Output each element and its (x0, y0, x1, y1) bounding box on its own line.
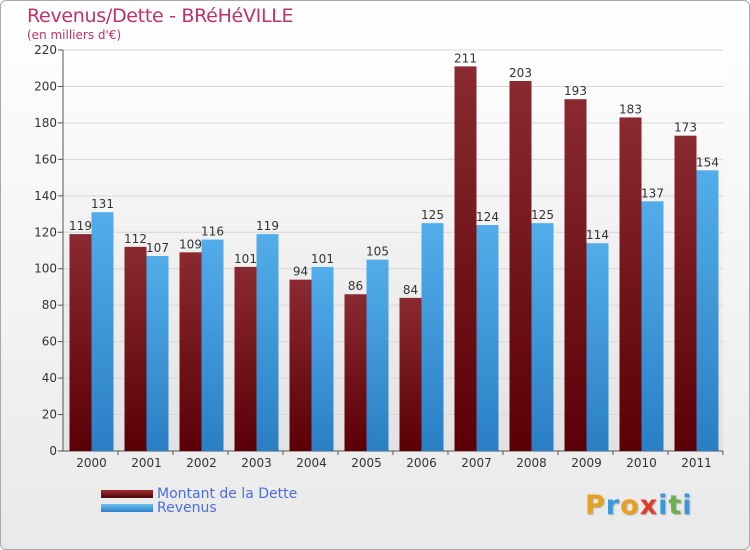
bar-revenus (201, 239, 224, 451)
y-tick-label: 200 (34, 79, 57, 93)
data-label-revenus: 116 (201, 225, 224, 239)
data-label-dette: 203 (509, 66, 532, 80)
data-label-revenus: 125 (531, 208, 554, 222)
chart-subtitle: (en milliers d'€) (27, 28, 122, 42)
bar-dette (509, 80, 532, 452)
bar-dette (454, 66, 477, 452)
bar-revenus (366, 259, 389, 451)
bar-revenus (91, 212, 114, 451)
legend-swatch-revenus (101, 504, 153, 512)
plot-area (63, 50, 723, 451)
data-label-dette: 94 (293, 265, 308, 279)
x-tick-label: 2008 (516, 456, 547, 470)
y-tick-label: 40 (42, 371, 57, 385)
logo-letter: o (620, 490, 640, 521)
legend-swatch-dette (101, 490, 153, 498)
bar-revenus (696, 170, 719, 452)
y-tick-label: 120 (34, 225, 57, 239)
data-label-dette: 86 (348, 279, 363, 293)
y-tick-label: 220 (34, 43, 57, 57)
bar-revenus (641, 201, 664, 451)
bar-dette (344, 294, 367, 451)
data-label-dette: 183 (619, 102, 642, 116)
y-tick-label: 180 (34, 116, 57, 130)
y-tick-label: 160 (34, 152, 57, 166)
data-label-dette: 112 (124, 232, 147, 246)
data-label-revenus: 107 (146, 241, 169, 255)
bar-dette (674, 135, 697, 451)
bar-dette (234, 266, 257, 451)
logo-letter: i (682, 490, 693, 521)
bar-dette (289, 279, 312, 451)
logo-letter: r (605, 490, 621, 521)
data-label-revenus: 114 (586, 228, 609, 242)
data-label-dette: 193 (564, 84, 587, 98)
data-label-dette: 173 (674, 121, 697, 135)
bar-revenus (531, 223, 554, 451)
bar-revenus (256, 234, 279, 451)
bar-dette (399, 297, 422, 451)
y-tick-label: 80 (42, 298, 57, 312)
bar-revenus (586, 243, 609, 451)
legend-label-dette: Montant de la Dette (157, 486, 298, 502)
logo-letter: t (668, 490, 683, 521)
x-tick-label: 2011 (681, 456, 712, 470)
x-tick-label: 2001 (131, 456, 162, 470)
x-tick-label: 2006 (406, 456, 437, 470)
bar-dette (619, 117, 642, 451)
data-label-revenus: 124 (476, 210, 499, 224)
y-tick-label: 20 (42, 408, 57, 422)
bar-revenus (146, 255, 169, 451)
y-tick-label: 140 (34, 189, 57, 203)
x-tick-label: 2005 (351, 456, 382, 470)
logo-letter: i (658, 490, 669, 521)
logo-letter: x (639, 490, 659, 521)
bar-revenus (311, 266, 334, 451)
legend-item-dette: Montant de la Dette (101, 486, 298, 502)
x-tick-label: 2000 (76, 456, 107, 470)
data-label-dette: 109 (179, 237, 202, 251)
bar-dette (69, 234, 92, 451)
x-tick-label: 2002 (186, 456, 217, 470)
chart-title: Revenus/Dette - BRéHéVILLE (27, 5, 294, 27)
x-tick-label: 2003 (241, 456, 272, 470)
data-label-dette: 101 (234, 252, 257, 266)
x-tick-label: 2010 (626, 456, 657, 470)
data-label-dette: 211 (454, 51, 477, 65)
bar-dette (179, 252, 202, 451)
data-label-revenus: 154 (696, 155, 719, 169)
data-label-revenus: 125 (421, 208, 444, 222)
y-tick-label: 60 (42, 335, 57, 349)
bar-revenus (476, 224, 499, 451)
y-tick-label: 100 (34, 262, 57, 276)
data-label-revenus: 101 (311, 252, 334, 266)
logo-letter: P (585, 490, 606, 521)
data-label-dette: 119 (69, 219, 92, 233)
proxiti-logo: Proxiti (585, 490, 693, 521)
legend-label-revenus: Revenus (157, 500, 217, 516)
data-label-revenus: 119 (256, 219, 279, 233)
bar-dette (124, 246, 147, 451)
legend: Montant de la Dette Revenus (101, 486, 298, 516)
bar-dette (564, 99, 587, 452)
data-label-dette: 84 (403, 283, 418, 297)
x-tick-label: 2009 (571, 456, 602, 470)
data-label-revenus: 137 (641, 186, 664, 200)
bar-revenus (421, 223, 444, 451)
y-tick-label: 0 (49, 444, 57, 458)
x-tick-label: 2004 (296, 456, 327, 470)
data-label-revenus: 131 (91, 197, 114, 211)
legend-item-revenus: Revenus (101, 500, 297, 516)
x-tick-label: 2007 (461, 456, 492, 470)
data-label-revenus: 105 (366, 245, 389, 259)
